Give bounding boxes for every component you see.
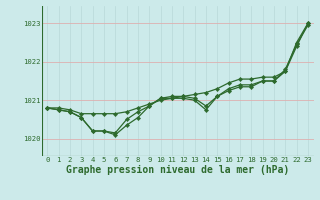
X-axis label: Graphe pression niveau de la mer (hPa): Graphe pression niveau de la mer (hPa)	[66, 165, 289, 175]
